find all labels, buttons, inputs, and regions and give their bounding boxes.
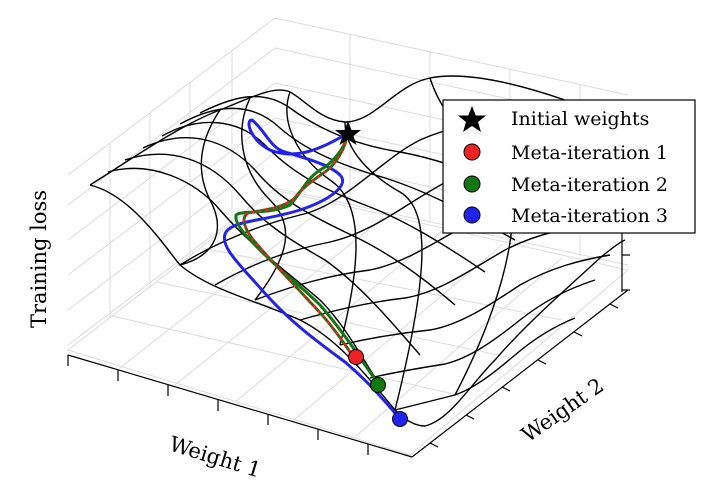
axis-weight2-tick bbox=[537, 359, 547, 365]
surface-column bbox=[339, 254, 611, 346]
axis-weight2-line bbox=[411, 289, 629, 458]
trajectory-meta-iteration-3 bbox=[222, 118, 402, 421]
axis-weight2-tick bbox=[429, 442, 439, 448]
axis-weight2 bbox=[411, 289, 629, 458]
legend-label: Meta-iteration 2 bbox=[511, 174, 668, 196]
legend-entry-meta-iteration-1: Meta-iteration 1 bbox=[463, 142, 668, 164]
meta-iteration-1-endpoint bbox=[348, 349, 364, 365]
legend-box bbox=[442, 99, 696, 234]
legend: Initial weights Meta-iteration 1 Meta-it… bbox=[442, 99, 696, 234]
meta-iteration-3-endpoint bbox=[392, 411, 408, 427]
axis-weight1 bbox=[67, 354, 413, 458]
axis-weight2-tick bbox=[501, 386, 511, 392]
surface-row bbox=[124, 153, 421, 356]
surface-column bbox=[179, 109, 221, 266]
y-axis-label: Weight 2 bbox=[517, 373, 608, 447]
legend-red-circle-icon bbox=[463, 143, 481, 161]
legend-label: Initial weights bbox=[511, 108, 649, 130]
initial-weights-star bbox=[335, 121, 361, 145]
surface-column bbox=[344, 121, 423, 411]
surface-column bbox=[369, 279, 596, 379]
markers bbox=[335, 121, 408, 427]
surface-column bbox=[394, 317, 576, 411]
surface-row bbox=[107, 167, 381, 386]
surface-column bbox=[241, 97, 287, 301]
legend-green-circle-icon bbox=[463, 175, 481, 193]
legend-label: Meta-iteration 3 bbox=[511, 205, 668, 227]
surface-row bbox=[142, 137, 456, 306]
wall-left-grid bbox=[67, 17, 276, 346]
z-axis-label: Training loss bbox=[27, 190, 51, 328]
axis-weight1-line bbox=[67, 354, 413, 458]
floor-grid bbox=[66, 189, 630, 456]
axis-loss-right bbox=[621, 225, 630, 292]
legend-entry-meta-iteration-2: Meta-iteration 2 bbox=[463, 174, 668, 196]
axis-weight2-tick bbox=[609, 303, 619, 309]
axis-weight2-tick bbox=[573, 331, 583, 337]
legend-label: Meta-iteration 1 bbox=[511, 142, 668, 164]
legend-star-icon bbox=[458, 106, 486, 132]
axis-weight2-tick bbox=[465, 414, 475, 420]
meta-iteration-2-endpoint bbox=[370, 377, 386, 393]
x-axis-label: Weight 1 bbox=[167, 432, 264, 483]
legend-entry-initial-weights: Initial weights bbox=[458, 106, 649, 132]
legend-entry-meta-iteration-3: Meta-iteration 3 bbox=[463, 205, 668, 227]
surface-column bbox=[286, 91, 357, 346]
legend-blue-circle-icon bbox=[463, 206, 481, 224]
